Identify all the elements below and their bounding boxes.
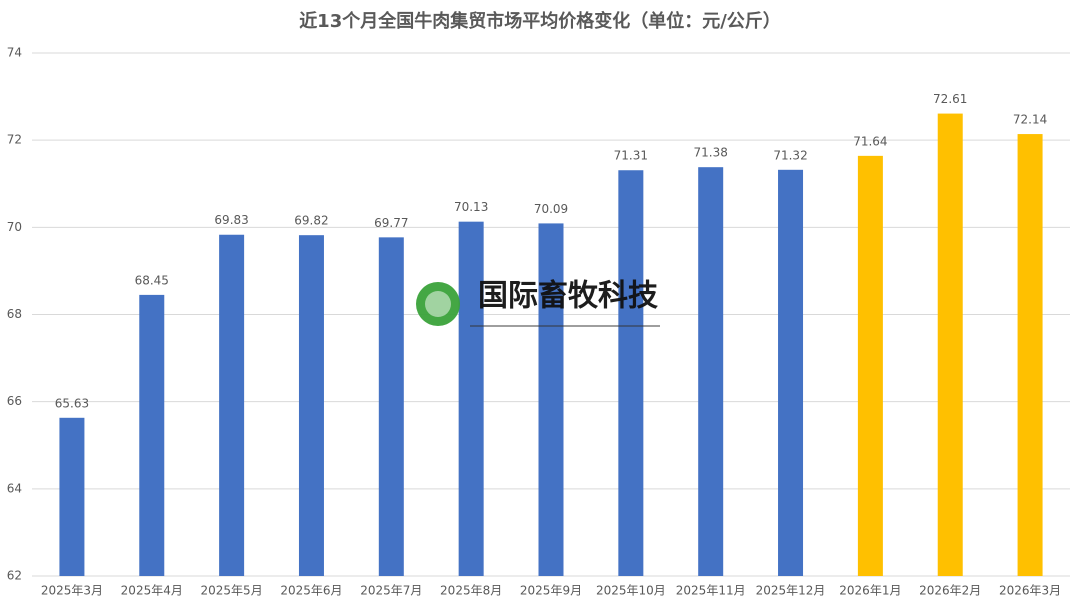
bar (378, 237, 404, 577)
x-tick-label: 2026年2月 (919, 584, 981, 598)
bar (219, 234, 245, 576)
value-label: 71.32 (773, 148, 807, 162)
x-tick-label: 2025年9月 (520, 584, 582, 598)
x-tick-label: 2025年7月 (360, 584, 422, 598)
value-label: 71.64 (853, 134, 887, 148)
bar (59, 417, 85, 576)
bar (1017, 134, 1043, 576)
x-tick-label: 2025年4月 (121, 584, 183, 598)
x-tick-label: 2025年12月 (756, 584, 826, 598)
watermark-text: 国际畜牧科技 (478, 279, 658, 314)
value-label: 70.09 (534, 202, 568, 216)
y-tick-label: 68 (7, 307, 22, 321)
bar (857, 155, 883, 576)
y-tick-label: 74 (7, 46, 22, 60)
watermark-logo (416, 282, 460, 326)
x-tick-label: 2026年3月 (999, 584, 1061, 598)
y-tick-label: 70 (7, 220, 22, 234)
x-tick-label: 2025年10月 (596, 584, 666, 598)
watermark-logo-inner (425, 291, 451, 317)
value-label: 68.45 (135, 273, 169, 287)
watermark: 国际畜牧科技 (416, 279, 660, 327)
bar (698, 167, 724, 576)
x-tick-label: 2025年11月 (676, 584, 746, 598)
bar (139, 294, 165, 576)
chart-title: 近13个月全国牛肉集贸市场平均价格变化（单位：元/公斤） (299, 10, 781, 32)
x-tick-label: 2025年3月 (41, 584, 103, 598)
bar (937, 113, 963, 576)
value-label: 71.38 (694, 146, 728, 160)
value-label: 72.61 (933, 92, 967, 106)
y-tick-label: 64 (7, 481, 22, 495)
bar (298, 235, 324, 576)
bar (538, 223, 564, 576)
bar (458, 221, 484, 577)
bar (618, 170, 644, 576)
value-label: 72.14 (1013, 113, 1047, 127)
plot: 62 64 66 68 70 72 74 2025年3月 65.63 2025年4月 68.45 20… (7, 46, 1070, 598)
x-tick-label: 2026年1月 (839, 584, 901, 598)
value-label: 69.77 (374, 216, 408, 230)
value-label: 70.13 (454, 200, 488, 214)
x-tick-label: 2025年6月 (280, 584, 342, 598)
bar (778, 169, 804, 576)
y-tick-label: 72 (7, 133, 22, 147)
x-tick-label: 2025年5月 (201, 584, 263, 598)
value-label: 65.63 (55, 396, 89, 410)
value-label: 71.31 (614, 149, 648, 163)
y-tick-label: 66 (7, 394, 22, 408)
value-label: 69.83 (214, 213, 248, 227)
value-label: 69.82 (294, 214, 328, 228)
x-tick-label: 2025年8月 (440, 584, 502, 598)
y-tick-label: 62 (7, 569, 22, 583)
